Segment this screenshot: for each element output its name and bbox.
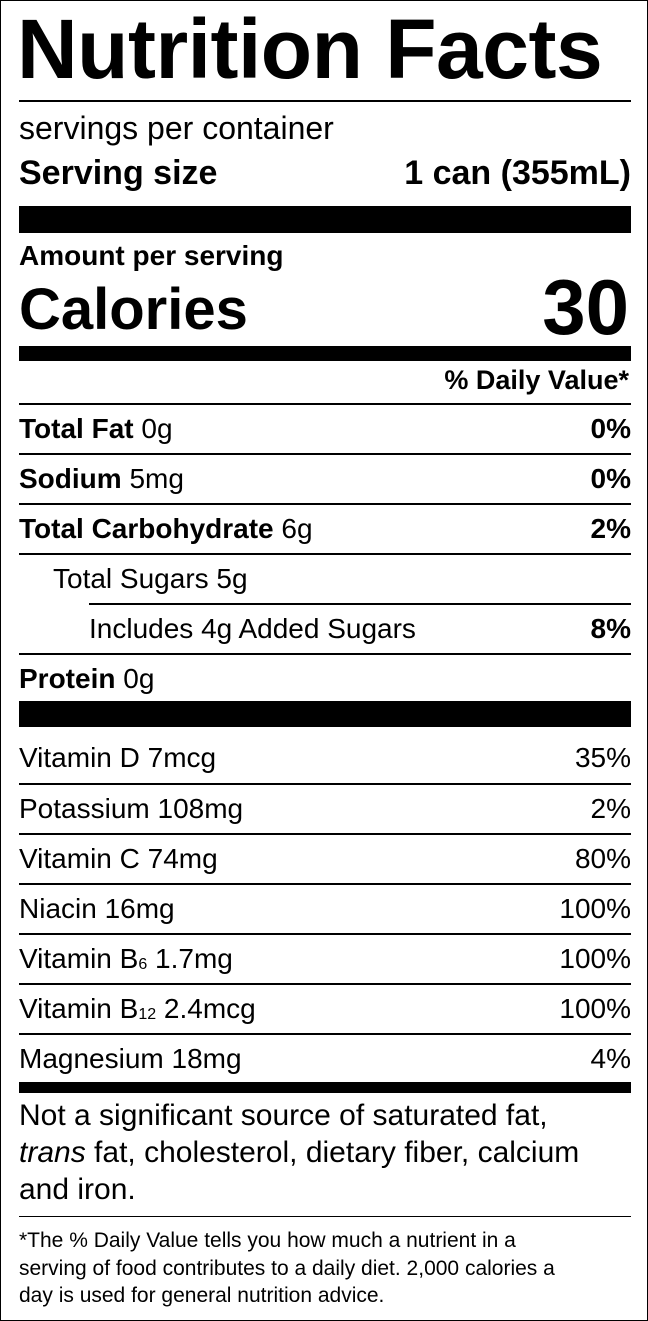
thick-bar	[19, 346, 631, 361]
nutrient-row: Includes 4g Added Sugars 8%	[89, 603, 631, 653]
calories-value: 30	[542, 263, 629, 351]
vitamin-amount: 2.4mcg	[163, 993, 256, 1024]
nutrient-dv: 2%	[590, 513, 631, 544]
vitamin-row: Vitamin D 7mcg 35%	[19, 733, 631, 783]
vitamin-name: Niacin 16mg	[19, 893, 175, 924]
nutrient-name: Includes 4g Added Sugars	[89, 613, 416, 644]
vitamin-subscript: 12	[138, 1006, 157, 1023]
nutrient-name: Sodium	[19, 463, 122, 494]
vitamin-row: Magnesium 18mg 4%	[19, 1033, 631, 1083]
thick-bar	[19, 1082, 631, 1093]
vitamin-row: Vitamin C 74mg 80%	[19, 833, 631, 883]
thick-bar	[19, 206, 631, 233]
nutrient-dv: 0%	[590, 463, 631, 494]
nutrient-name: Total Carbohydrate	[19, 513, 274, 544]
vitamin-dv: 35%	[574, 742, 631, 773]
footnote-line: day is used for general nutrition advice…	[19, 1284, 385, 1307]
nutrient-amount: 0g	[141, 413, 173, 444]
nutrient-row: Total Carbohydrate 6g 2%	[19, 503, 631, 553]
note-line: Not a significant source of saturated fa…	[19, 1099, 548, 1132]
vitamin-name: Vitamin C 74mg	[19, 843, 218, 874]
note-italic: trans	[19, 1136, 86, 1169]
nutrient-dv: 8%	[590, 613, 631, 644]
footnote-line: serving of food contributes to a daily d…	[19, 1257, 555, 1280]
title: Nutrition Facts	[17, 2, 603, 96]
nutrient-amount: 6g	[281, 513, 313, 544]
vitamin-dv: 100%	[559, 943, 631, 974]
nutrient-row: Total Sugars 5g	[19, 553, 631, 603]
vitamin-name: Magnesium 18mg	[19, 1043, 242, 1074]
nutrient-name: Total Fat	[19, 413, 134, 444]
vitamin-name: Vitamin B	[19, 993, 139, 1024]
nutrient-name: Protein	[19, 663, 116, 694]
vitamin-dv: 100%	[559, 893, 631, 924]
amount-per-serving: Amount per serving	[19, 240, 284, 271]
thick-bar	[19, 701, 631, 727]
footnote-line: *The % Daily Value tells you how much a …	[19, 1229, 516, 1252]
nutrient-dv: 0%	[590, 413, 631, 444]
note-text: fat, cholesterol, dietary fiber, calcium	[94, 1136, 580, 1169]
vitamin-subscript: 6	[138, 956, 148, 973]
note-line: trans fat, cholesterol, dietary fiber, c…	[19, 1134, 579, 1171]
rule	[19, 1216, 631, 1217]
vitamin-row: Niacin 16mg 100%	[19, 883, 631, 933]
nutrient-row: Protein 0g	[19, 653, 631, 703]
nutrient-amount: 0g	[123, 663, 155, 694]
rule	[19, 100, 631, 102]
vitamin-row: Vitamin B6 1.7mg 100%	[19, 933, 631, 983]
vitamin-row: Vitamin B12 2.4mcg 100%	[19, 983, 631, 1033]
vitamin-dv: 100%	[559, 993, 631, 1024]
note-line: and iron.	[19, 1173, 136, 1206]
nutrient-amount: 5mg	[129, 463, 184, 494]
vitamin-name: Vitamin D 7mcg	[19, 742, 217, 773]
serving-size-label: Serving size	[19, 153, 218, 192]
serving-size-row: Serving size 1 can (355mL)	[19, 148, 631, 198]
serving-size-value: 1 can (355mL)	[404, 153, 631, 192]
dv-header: % Daily Value*	[444, 365, 629, 395]
vitamin-dv: 80%	[574, 843, 631, 874]
servings: servings per container	[19, 110, 334, 146]
nutrient-row: Total Fat 0g 0%	[19, 403, 631, 453]
vitamin-row: Potassium 108mg 2%	[19, 783, 631, 833]
vitamin-name: Potassium 108mg	[19, 793, 244, 824]
calories-label: Calories	[19, 277, 248, 342]
vitamin-amount: 1.7mg	[155, 943, 233, 974]
nutrient-row: Sodium 5mg 0%	[19, 453, 631, 503]
vitamin-dv: 4%	[590, 1043, 631, 1074]
nutrient-name: Total Sugars 5g	[53, 563, 248, 594]
vitamin-dv: 2%	[590, 793, 631, 824]
vitamin-name: Vitamin B	[19, 943, 139, 974]
